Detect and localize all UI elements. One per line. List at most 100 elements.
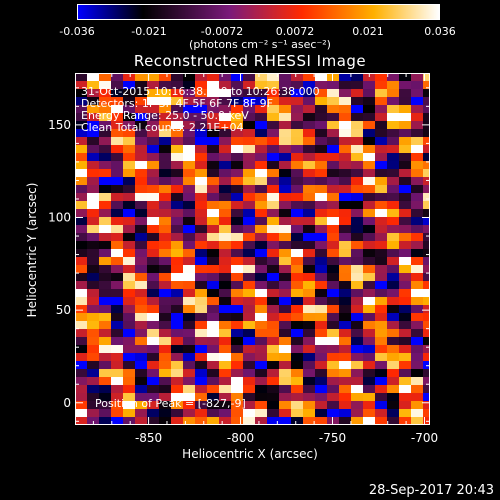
heatmap-cell bbox=[399, 305, 411, 313]
heatmap-cell bbox=[75, 265, 87, 273]
heatmap-cell bbox=[351, 329, 363, 337]
heatmap-cell bbox=[123, 313, 135, 321]
heatmap-cell bbox=[207, 209, 219, 217]
heatmap-cell bbox=[339, 393, 351, 401]
heatmap-cell bbox=[183, 281, 195, 289]
heatmap-cell bbox=[195, 185, 207, 193]
heatmap-cell bbox=[195, 369, 207, 377]
heatmap-cell bbox=[111, 121, 123, 129]
heatmap-cell bbox=[75, 217, 87, 225]
heatmap-cell bbox=[291, 177, 303, 185]
heatmap-cell bbox=[279, 81, 291, 89]
heatmap-cell bbox=[207, 385, 219, 393]
heatmap-cell bbox=[279, 297, 291, 305]
heatmap-cell bbox=[315, 201, 327, 209]
heatmap-cell bbox=[423, 105, 430, 113]
heatmap-cell bbox=[123, 97, 135, 105]
heatmap-cell bbox=[267, 137, 279, 145]
heatmap-cell bbox=[159, 153, 171, 161]
heatmap-cell bbox=[147, 121, 159, 129]
heatmap-cell bbox=[375, 217, 387, 225]
heatmap-cell bbox=[99, 185, 111, 193]
heatmap-cell bbox=[411, 369, 423, 377]
heatmap-cell bbox=[99, 217, 111, 225]
annotation-line-energy: Energy Range: 25.0 - 50.0 keV bbox=[81, 109, 249, 122]
heatmap-cell bbox=[183, 249, 195, 257]
heatmap-cell bbox=[387, 161, 399, 169]
heatmap-cell bbox=[99, 409, 111, 417]
heatmap-cell bbox=[387, 345, 399, 353]
heatmap-cell bbox=[207, 81, 219, 89]
heatmap-cell bbox=[195, 177, 207, 185]
heatmap-cell bbox=[219, 265, 231, 273]
heatmap-cell bbox=[219, 377, 231, 385]
heatmap-cell bbox=[315, 81, 327, 89]
heatmap-cell bbox=[207, 257, 219, 265]
heatmap-cell bbox=[255, 81, 267, 89]
heatmap-cell bbox=[363, 241, 375, 249]
heatmap-cell bbox=[411, 305, 423, 313]
heatmap-cell bbox=[231, 241, 243, 249]
heatmap-cell bbox=[375, 409, 387, 417]
heatmap-cell bbox=[375, 321, 387, 329]
heatmap-cell bbox=[351, 233, 363, 241]
heatmap-cell bbox=[135, 233, 147, 241]
heatmap-cell bbox=[135, 105, 147, 113]
heatmap-cell bbox=[243, 225, 255, 233]
heatmap-cell bbox=[399, 273, 411, 281]
heatmap-cell bbox=[255, 297, 267, 305]
heatmap-cell bbox=[183, 145, 195, 153]
heatmap-cell bbox=[87, 153, 99, 161]
heatmap-cell bbox=[315, 369, 327, 377]
heatmap-cell bbox=[99, 273, 111, 281]
heatmap-cell bbox=[219, 353, 231, 361]
colorbar-tick: 0.021 bbox=[352, 25, 384, 38]
heatmap-cell bbox=[183, 337, 195, 345]
heatmap-cell bbox=[279, 361, 291, 369]
heatmap-cell bbox=[279, 209, 291, 217]
heatmap-cell bbox=[387, 289, 399, 297]
heatmap-cell bbox=[87, 185, 99, 193]
heatmap-cell bbox=[375, 305, 387, 313]
heatmap-cell bbox=[111, 225, 123, 233]
heatmap-cell bbox=[387, 121, 399, 129]
heatmap-cell bbox=[267, 89, 279, 97]
heatmap-cell bbox=[111, 393, 123, 401]
heatmap-cell bbox=[387, 313, 399, 321]
heatmap-cell bbox=[375, 177, 387, 185]
heatmap-cell bbox=[135, 137, 147, 145]
heatmap-cell bbox=[423, 137, 430, 145]
heatmap-cell bbox=[339, 297, 351, 305]
colorbar-tick: -0.021 bbox=[131, 25, 167, 38]
heatmap-cell bbox=[171, 401, 183, 409]
heatmap-cell bbox=[267, 97, 279, 105]
heatmap-cell bbox=[75, 417, 87, 425]
heatmap-cell bbox=[375, 289, 387, 297]
heatmap-cell bbox=[351, 337, 363, 345]
heatmap-cell bbox=[123, 113, 135, 121]
heatmap-cell bbox=[99, 113, 111, 121]
heatmap-cell bbox=[231, 417, 243, 425]
heatmap-cell bbox=[303, 217, 315, 225]
heatmap-cell bbox=[171, 153, 183, 161]
heatmap-cell bbox=[267, 305, 279, 313]
heatmap-cell bbox=[231, 329, 243, 337]
heatmap-cell bbox=[375, 145, 387, 153]
heatmap-cell bbox=[207, 145, 219, 153]
heatmap-cell bbox=[231, 321, 243, 329]
heatmap-cell bbox=[339, 209, 351, 217]
heatmap-cell bbox=[99, 297, 111, 305]
heatmap-cell bbox=[147, 241, 159, 249]
heatmap-cell bbox=[327, 273, 339, 281]
heatmap-cell bbox=[387, 137, 399, 145]
heatmap-cell bbox=[99, 209, 111, 217]
heatmap-cell bbox=[231, 209, 243, 217]
heatmap-cell bbox=[363, 313, 375, 321]
heatmap-cell bbox=[159, 145, 171, 153]
heatmap-cell bbox=[183, 233, 195, 241]
heatmap-cell bbox=[399, 97, 411, 105]
heatmap-cell bbox=[411, 409, 423, 417]
heatmap-cell bbox=[123, 385, 135, 393]
heatmap-cell bbox=[75, 273, 87, 281]
heatmap-cell bbox=[255, 289, 267, 297]
